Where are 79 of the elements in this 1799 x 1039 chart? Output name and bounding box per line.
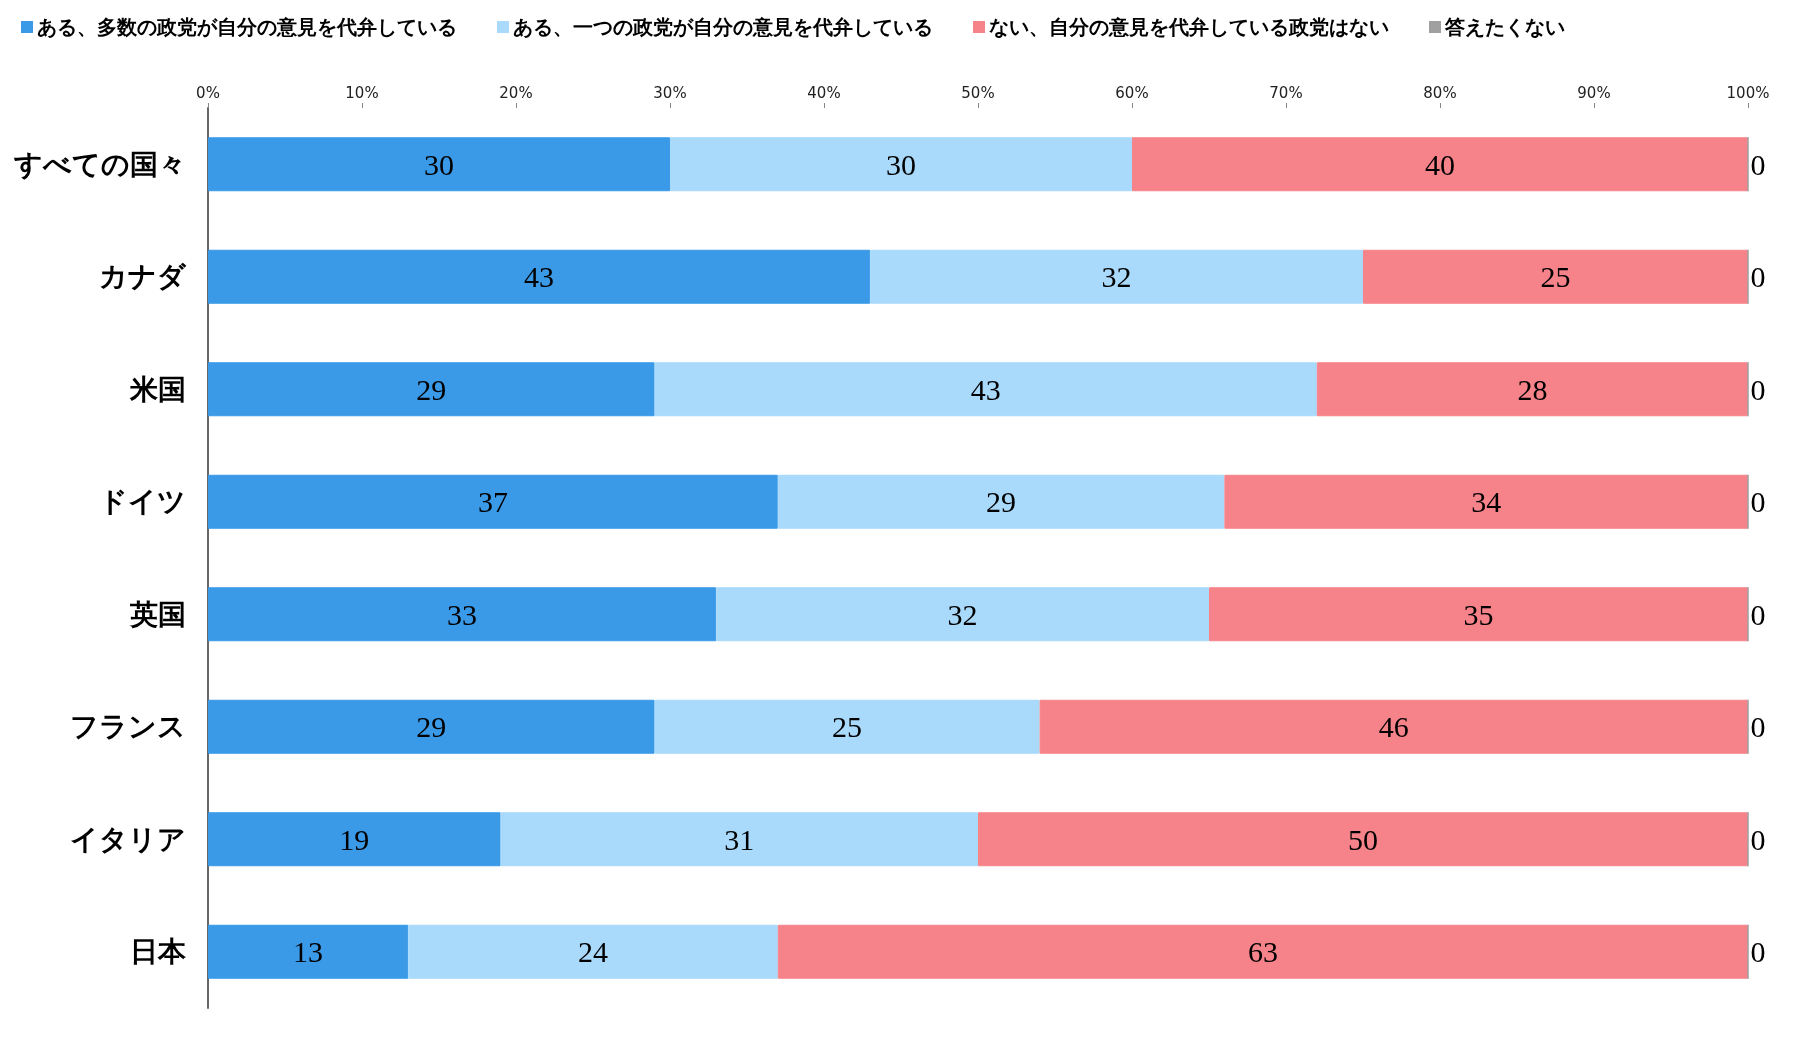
bar (1132, 137, 1748, 192)
x-tick-label: 90% (1577, 83, 1611, 102)
data-label: 30 (886, 147, 916, 181)
x-tick-label: 10% (345, 83, 379, 102)
data-label: 29 (986, 485, 1017, 519)
bar (654, 699, 1040, 754)
data-label: 46 (1378, 710, 1409, 744)
data-label: 35 (1463, 597, 1494, 631)
bar (1316, 362, 1748, 417)
y-tick-label: すべての国々 (13, 147, 186, 181)
bar (777, 924, 1748, 979)
y-tick-label: 日本 (130, 935, 187, 969)
data-label: 37 (477, 485, 508, 519)
x-tick-label: 0% (196, 83, 220, 102)
bar (408, 924, 778, 979)
x-tick-label: 50% (961, 83, 995, 102)
bar (1224, 474, 1748, 529)
bar (208, 699, 655, 754)
bar (870, 249, 1363, 304)
x-tick-label: 70% (1269, 83, 1303, 102)
legend-label: ない、自分の意見を代弁している政党はない (989, 15, 1389, 39)
data-label: 63 (1247, 935, 1278, 969)
bar (978, 812, 1748, 867)
x-tick-label: 100% (1726, 83, 1770, 102)
data-label: 32 (1101, 260, 1132, 294)
data-label: 0 (1750, 372, 1766, 406)
legend-label: 答えたくない (1444, 15, 1565, 39)
x-tick-label: 20% (499, 83, 533, 102)
bar (208, 137, 670, 192)
bar (1363, 249, 1748, 304)
bar (777, 474, 1225, 529)
x-tick-label: 60% (1115, 83, 1149, 102)
bar (716, 587, 1209, 642)
y-tick-label: ドイツ (99, 485, 186, 519)
bar (208, 249, 871, 304)
data-label: 28 (1517, 372, 1548, 406)
data-label: 19 (339, 822, 370, 856)
bar (208, 924, 409, 979)
y-tick-label: イタリア (70, 822, 186, 856)
x-tick-label: 40% (807, 83, 841, 102)
bar (1209, 587, 1748, 642)
data-label: 43 (524, 260, 555, 294)
data-label: 25 (1540, 260, 1571, 294)
data-label: 50 (1348, 822, 1378, 856)
x-tick-label: 80% (1423, 83, 1457, 102)
y-tick-label: 英国 (129, 597, 186, 631)
bar (500, 812, 978, 867)
data-label: 0 (1750, 597, 1766, 631)
data-label: 33 (447, 597, 478, 631)
bar (1039, 699, 1748, 754)
data-label: 13 (293, 935, 324, 969)
data-label: 24 (578, 935, 608, 969)
data-label: 31 (724, 822, 755, 856)
data-label: 34 (1471, 485, 1502, 519)
data-label: 40 (1425, 147, 1455, 181)
data-label: 0 (1750, 935, 1766, 969)
data-label: 0 (1750, 710, 1766, 744)
legend-label: ある、多数の政党が自分の意見を代弁している (37, 15, 457, 39)
data-label: 25 (832, 710, 863, 744)
bar (208, 474, 778, 529)
legend-label: ある、一つの政党が自分の意見を代弁している (513, 15, 933, 39)
data-label: 0 (1750, 485, 1766, 519)
data-label: 43 (970, 372, 1001, 406)
bar (208, 812, 501, 867)
bar (208, 362, 655, 417)
y-tick-label: フランス (70, 710, 186, 744)
x-tick-label: 30% (653, 83, 687, 102)
data-label: 0 (1750, 822, 1766, 856)
data-label: 0 (1750, 147, 1766, 181)
data-label: 0 (1750, 260, 1766, 294)
data-label: 29 (416, 372, 447, 406)
data-label: 29 (416, 710, 447, 744)
data-label: 30 (424, 147, 454, 181)
data-label: 32 (947, 597, 978, 631)
bar (670, 137, 1132, 192)
bar (654, 362, 1317, 417)
y-tick-label: カナダ (99, 260, 187, 294)
y-tick-label: 米国 (129, 372, 186, 406)
bar (208, 587, 717, 642)
